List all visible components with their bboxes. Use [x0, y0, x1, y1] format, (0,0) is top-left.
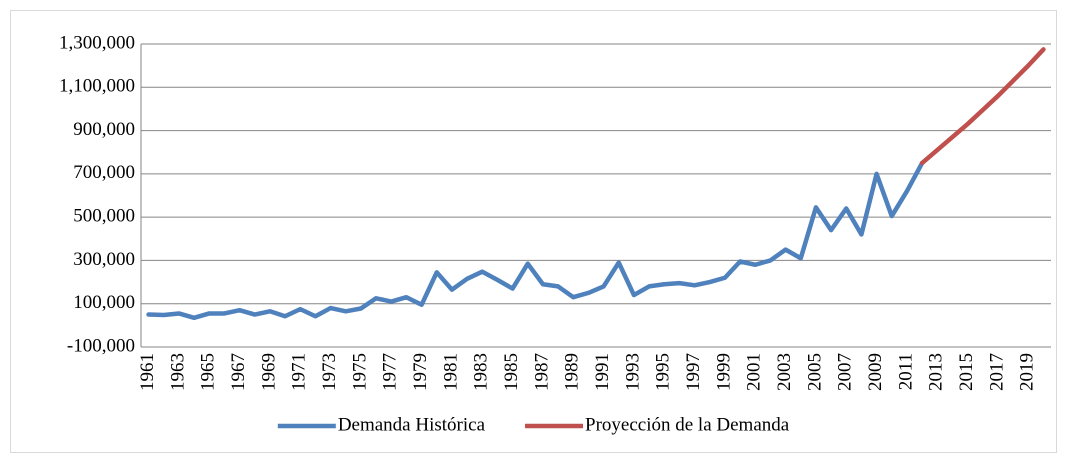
data-line: [919, 47, 1046, 166]
x-tick-label: 2009: [865, 353, 886, 391]
x-tick-label: 2007: [835, 353, 856, 391]
x-tick-label: 1989: [562, 353, 583, 391]
x-tick-label: 1971: [289, 353, 310, 391]
x-tick-label: 1965: [198, 353, 219, 391]
x-tick-label: 1963: [167, 353, 188, 391]
x-tick-label: 1999: [713, 353, 734, 391]
x-tick-label: 2015: [956, 353, 977, 391]
x-tick-label: 1995: [653, 353, 674, 391]
x-tick-label: 2003: [774, 353, 795, 391]
legend-label: Demanda Histórica: [338, 414, 486, 435]
x-tick-label: 1975: [349, 353, 370, 391]
y-tick-label: 900,000: [73, 119, 135, 140]
x-tick-label: 1997: [683, 353, 704, 391]
chart-frame: [10, 10, 1057, 453]
legend-label: Proyección de la Demanda: [585, 414, 790, 435]
legend: Demanda Histórica Proyección de la Demand…: [277, 414, 790, 435]
y-tick-label: 300,000: [73, 249, 135, 270]
x-tick-label: 1987: [531, 353, 552, 391]
y-tick-label: -100,000: [67, 335, 135, 356]
x-tick-label: 2019: [1017, 353, 1038, 391]
x-tick-label: 1985: [501, 353, 522, 391]
data-line: [146, 160, 925, 321]
x-tick-label: 1993: [622, 353, 643, 391]
x-tick-label: 1973: [319, 353, 340, 391]
y-tick-label: 100,000: [73, 292, 135, 313]
x-tick-label: 1979: [410, 353, 431, 391]
x-tick-label: 1967: [228, 353, 249, 391]
x-tick-label: 1977: [380, 353, 401, 391]
x-tick-label: 1961: [137, 353, 158, 391]
x-tick-label: 2011: [895, 353, 916, 390]
y-tick-label: 1,300,000: [59, 32, 135, 53]
x-tick-label: 1991: [592, 353, 613, 391]
y-tick-label: 1,100,000: [59, 76, 135, 97]
x-tick-label: 1981: [440, 353, 461, 391]
x-tick-label: 2017: [986, 353, 1007, 391]
y-tick-label: 500,000: [73, 206, 135, 227]
x-tick-label: 2005: [804, 353, 825, 391]
x-tick-label: 1983: [471, 353, 492, 391]
x-tick-label: 2001: [744, 353, 765, 391]
x-tick-label: 1969: [258, 353, 279, 391]
y-tick-label: 700,000: [73, 162, 135, 183]
x-tick-label: 2013: [926, 353, 947, 391]
